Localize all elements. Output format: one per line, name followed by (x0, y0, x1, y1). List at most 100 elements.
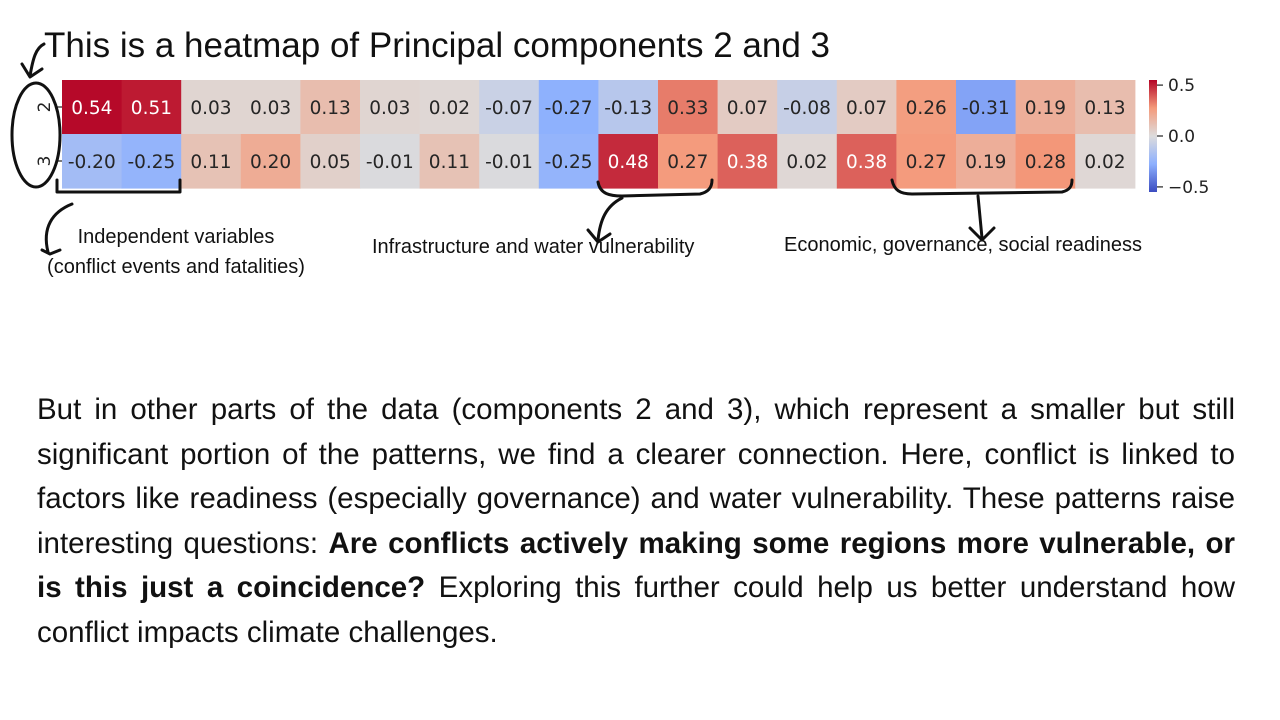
arrow-economic-head (968, 226, 996, 242)
heatmap-cell-r2-c8 (479, 80, 540, 135)
heatmap-cell-label: 0.05 (310, 152, 351, 173)
heatmap-cell-r3-c14 (836, 134, 897, 189)
paragraph-part1: But in other parts of the data (componen… (37, 393, 1235, 560)
heatmap-cell-r2-c14 (836, 80, 897, 135)
heatmap-cell-r3-c6 (360, 134, 421, 189)
heatmap-cell-r2-c1 (62, 80, 123, 135)
heatmap-cell-label: 0.38 (727, 152, 768, 173)
heatmap-cell-label: 0.13 (310, 98, 351, 119)
heatmap-cell-r2-c5 (300, 80, 361, 135)
heatmap-cell-label: -0.27 (545, 98, 593, 119)
brace-infrastructure (596, 178, 714, 198)
arrow-independent (44, 202, 74, 254)
heatmap-cell-label: -0.01 (485, 152, 533, 173)
heatmap-cell-label: 0.02 (786, 152, 827, 173)
heatmap-cell-r2-c10 (598, 80, 659, 135)
arrow-economic (976, 194, 984, 240)
paragraph-bold-question: Are conflicts actively making some regio… (37, 526, 1235, 605)
heatmap-cell-label: 0.51 (131, 98, 172, 119)
heatmap-cell-r3-c16 (956, 134, 1017, 189)
heatmap-cell-r3-c7 (419, 134, 480, 189)
heatmap-cell-label: -0.07 (485, 98, 533, 119)
heatmap-cell-r2-c16 (956, 80, 1017, 135)
heatmap-cell-r2-c9 (538, 80, 599, 135)
heatmap-cell-r3-c10 (598, 134, 659, 189)
colorbar-gradient (1149, 80, 1157, 192)
heatmap-cell-r2-c2 (121, 80, 182, 135)
heatmap-cell-label: -0.20 (68, 152, 116, 173)
heatmap-cell-r3-c15 (896, 134, 957, 189)
colorbar-tick-label: −0.5 (1168, 178, 1209, 198)
heatmap-cell-r2-c3 (181, 80, 242, 135)
heatmap-cell-r3-c4 (240, 134, 301, 189)
heatmap-cell-label: -0.13 (604, 98, 652, 119)
row-tick-label: 3 (35, 156, 55, 167)
annotation-economic: Economic, governance, social readiness (784, 234, 1142, 256)
colorbar-tick-label: 0.5 (1168, 76, 1195, 96)
colorbar-tick-label: 0.0 (1168, 127, 1195, 147)
heatmap-cell-label: 0.27 (667, 152, 708, 173)
heatmap-cell-label: 0.20 (250, 152, 291, 173)
heatmap-cell-label: 0.19 (965, 152, 1006, 173)
heatmap-cell-r2-c7 (419, 80, 480, 135)
heatmap-cell-label: 0.19 (1025, 98, 1066, 119)
title-arrow-head (20, 62, 44, 79)
heatmap-cell-r3-c3 (181, 134, 242, 189)
annotation-independent-line2: (conflict events and fatalities) (47, 256, 305, 278)
heatmap-cell-r3-c11 (658, 134, 719, 189)
heatmap-cell-label: -0.25 (127, 152, 175, 173)
heatmap-cell-label: 0.03 (190, 98, 231, 119)
heatmap-cell-r3-c2 (121, 134, 182, 189)
heatmap-cell-r2-c6 (360, 80, 421, 135)
handwritten-annotations (10, 42, 1074, 256)
heatmap-cell-label: 0.03 (369, 98, 410, 119)
heatmap-cell-label: 0.26 (906, 98, 947, 119)
arrow-independent-head (40, 248, 62, 256)
heatmap-cell-label: -0.31 (962, 98, 1010, 119)
heatmap-cell-label: 0.54 (71, 98, 112, 119)
heatmap-cell-r2-c18 (1075, 80, 1136, 135)
heatmap-cell-r3-c9 (538, 134, 599, 189)
heatmap-cell-label: 0.48 (608, 152, 649, 173)
heatmap-cell-r3-c17 (1015, 134, 1076, 189)
heatmap-cell-r2-c12 (717, 80, 778, 135)
brace-independent (55, 178, 182, 194)
heatmap-cell-label: 0.11 (190, 152, 231, 173)
heatmap-cell-label: 0.02 (1084, 152, 1125, 173)
slide-title: This is a heatmap of Principal component… (44, 26, 830, 65)
annotation-independent-line1: Independent variables (77, 226, 275, 248)
heatmap-cell-r3-c12 (717, 134, 778, 189)
heatmap-cell-r3-c18 (1075, 134, 1136, 189)
colorbar (1149, 80, 1157, 192)
heatmap-chart: 0.54 0.51 0.03 0.03 0.13 0.03 0.02 -0.07 -0.27 -0… (10, 42, 1209, 256)
arrow-infrastructure (596, 196, 624, 242)
annotation-infrastructure: Infrastructure and water vulnerability (372, 236, 695, 258)
heatmap-cell-label: 0.27 (906, 152, 947, 173)
heatmap-cell-r3-c8 (479, 134, 540, 189)
heatmap-cell-r3-c13 (777, 134, 838, 189)
heatmap-cell-label: 0.13 (1084, 98, 1125, 119)
heatmap-cell-label: -0.01 (366, 152, 414, 173)
brace-economic (890, 178, 1074, 196)
row-tick-label: 2 (35, 102, 55, 113)
title-arrow (28, 42, 46, 78)
heatmap-cell-r2-c13 (777, 80, 838, 135)
heatmap-cell-label: 0.11 (429, 152, 470, 173)
heatmap-cell-label: -0.25 (545, 152, 593, 173)
heatmap-cell-r2-c11 (658, 80, 719, 135)
heatmap-cell-label: 0.07 (727, 98, 768, 119)
heatmap-cell-label: 0.33 (667, 98, 708, 119)
heatmap-cell-label: 0.02 (429, 98, 470, 119)
heatmap-cell-label: 0.07 (846, 98, 887, 119)
heatmap-cell-r3-c1 (62, 134, 123, 189)
heatmap-cell-r3-c5 (300, 134, 361, 189)
heatmap-cell-label: 0.28 (1025, 152, 1066, 173)
heatmap-cell-r2-c17 (1015, 80, 1076, 135)
heatmap-cell-r2-c4 (240, 80, 301, 135)
heatmap-cell-r2-c15 (896, 80, 957, 135)
heatmap-cells: 0.54 0.51 0.03 0.03 0.13 0.03 0.02 -0.07 -0.27 -0… (62, 80, 1136, 189)
colorbar-tick-labels: 0.5 0.0 −0.5 (1157, 76, 1209, 198)
annotation-independent-variables: Independent variables (conflict events a… (30, 222, 322, 282)
row-labels-circle (10, 81, 62, 189)
body-paragraph: But in other parts of the data (componen… (37, 388, 1235, 656)
